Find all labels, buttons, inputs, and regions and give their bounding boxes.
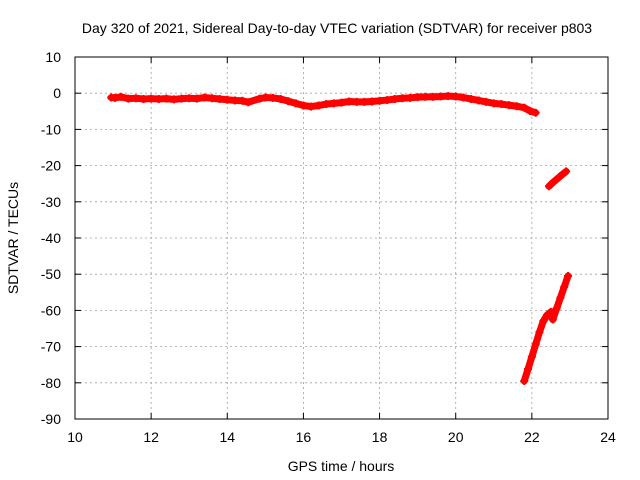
data-point xyxy=(562,167,571,176)
data-point xyxy=(451,92,460,101)
x-tick-label: 22 xyxy=(524,429,540,445)
y-tick-label: 10 xyxy=(45,49,61,65)
data-point xyxy=(564,272,573,281)
data-point xyxy=(383,96,392,105)
x-tick-label: 14 xyxy=(219,429,235,445)
x-tick-label: 12 xyxy=(143,429,159,445)
y-axis: 10 0 -10 -20 -30 -40 -50 -60 -70 -80 -90 xyxy=(41,49,608,427)
data-point xyxy=(535,328,544,337)
data-point xyxy=(406,93,415,102)
data-point xyxy=(230,96,239,105)
data-point xyxy=(531,108,540,117)
y-tick-label: -90 xyxy=(41,411,61,427)
x-tick-label: 24 xyxy=(600,429,616,445)
data-point xyxy=(525,106,534,115)
y-axis-title: SDTVAR / TECUs xyxy=(5,182,21,294)
y-tick-label: -10 xyxy=(41,121,61,137)
data-point xyxy=(548,315,557,324)
data-point xyxy=(238,96,247,105)
data-point xyxy=(367,97,376,106)
data-point xyxy=(177,94,186,103)
data-point xyxy=(398,94,407,103)
data-point xyxy=(192,94,201,103)
data-point xyxy=(474,96,483,105)
data-point xyxy=(131,94,140,103)
data-point xyxy=(185,94,194,103)
y-tick-label: -60 xyxy=(41,302,61,318)
y-tick-label: -80 xyxy=(41,375,61,391)
y-tick-label: -70 xyxy=(41,339,61,355)
data-point xyxy=(322,100,331,109)
data-point xyxy=(337,98,346,107)
x-axis-title: GPS time / hours xyxy=(288,458,395,474)
data-point xyxy=(527,352,536,361)
data-point xyxy=(459,93,468,102)
data-point xyxy=(497,100,506,109)
x-axis: 10 12 14 16 18 20 22 24 xyxy=(67,57,616,445)
data-point xyxy=(268,93,277,102)
data-point xyxy=(482,97,491,106)
data-point xyxy=(375,96,384,105)
data-point xyxy=(244,98,253,107)
data-point xyxy=(169,95,178,104)
data-point xyxy=(520,376,529,385)
data-point xyxy=(524,365,533,374)
data-point xyxy=(307,102,316,111)
y-tick-label: 0 xyxy=(53,85,61,101)
data-point xyxy=(512,102,521,111)
data-point xyxy=(299,101,308,110)
data-point xyxy=(560,282,569,291)
data-point xyxy=(520,103,529,112)
chart-title: Day 320 of 2021, Sidereal Day-to-day VTE… xyxy=(82,20,592,36)
data-point xyxy=(261,93,270,102)
x-tick-label: 10 xyxy=(67,429,83,445)
data-point xyxy=(546,307,555,316)
data-point xyxy=(436,92,445,101)
data-point xyxy=(215,94,224,103)
data-point xyxy=(255,94,264,103)
y-tick-label: -20 xyxy=(41,158,61,174)
x-tick-label: 18 xyxy=(372,429,388,445)
data-point xyxy=(360,97,369,106)
data-point xyxy=(444,92,453,101)
y-tick-label: -40 xyxy=(41,230,61,246)
x-tick-label: 16 xyxy=(296,429,312,445)
data-point xyxy=(162,94,171,103)
data-point xyxy=(223,95,232,104)
data-point xyxy=(390,94,399,103)
data-point xyxy=(552,304,561,313)
y-tick-label: -30 xyxy=(41,194,61,210)
data-point xyxy=(124,94,133,103)
data-point xyxy=(531,340,540,349)
data-point xyxy=(556,172,565,181)
y-tick-label: -50 xyxy=(41,266,61,282)
data-point xyxy=(466,94,475,103)
grid-lines xyxy=(75,57,608,419)
data-point xyxy=(116,92,125,101)
data-point xyxy=(352,97,361,106)
data-point xyxy=(291,99,300,108)
data-point xyxy=(147,94,156,103)
data-point xyxy=(428,92,437,101)
data-point xyxy=(345,97,354,106)
data-point xyxy=(539,317,548,326)
data-point xyxy=(413,93,422,102)
data-point xyxy=(556,293,565,302)
data-point xyxy=(329,99,338,108)
data-point xyxy=(154,94,163,103)
data-point xyxy=(276,94,285,103)
data-point xyxy=(314,101,323,110)
x-tick-label: 20 xyxy=(448,429,464,445)
data-point xyxy=(505,101,514,110)
data-point xyxy=(139,94,148,103)
data-point xyxy=(200,93,209,102)
data-point xyxy=(489,99,498,108)
data-point xyxy=(110,93,119,102)
data-point xyxy=(208,94,217,103)
data-points xyxy=(107,92,573,385)
data-point xyxy=(421,92,430,101)
data-point xyxy=(284,97,293,106)
